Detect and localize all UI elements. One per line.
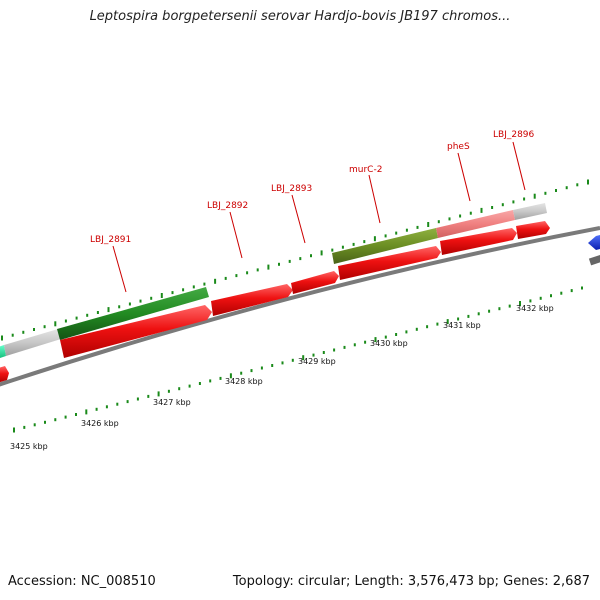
gene-label-LBJ_2891: LBJ_2891	[90, 235, 131, 245]
gene-label-LBJ_2892: LBJ_2892	[207, 201, 248, 211]
gene-bar-teal[interactable]	[0, 345, 6, 359]
scale-tick-track	[13, 286, 583, 433]
cds-arrow-LBJ_2893[interactable]	[291, 271, 339, 294]
scale-label-3426: 3426 kbp	[81, 419, 119, 428]
gene-label-LBJ_2896: LBJ_2896	[493, 130, 535, 140]
cds-arrow-LBJ_2891[interactable]	[60, 305, 212, 358]
scale-label-3431: 3431 kbp	[443, 321, 481, 330]
cds-arrow-0[interactable]	[0, 366, 9, 383]
chromosome-backbone	[0, 226, 600, 387]
topology-summary: Topology: circular; Length: 3,576,473 bp…	[232, 574, 590, 589]
accession-text: Accession: NC_008510	[8, 574, 156, 589]
outer-tick-track	[1, 179, 589, 341]
gene-bar-murC-2[interactable]	[332, 228, 438, 264]
cds-arrow-LBJ_2896[interactable]	[516, 221, 550, 239]
leader-line-pheS	[457, 152, 471, 202]
cds-arrow-LBJ_2892[interactable]	[211, 284, 293, 316]
leader-line-LBJ_2892	[229, 211, 243, 259]
scale-label-3429: 3429 kbp	[298, 357, 336, 366]
gene-label-murC-2: murC-2	[349, 165, 382, 175]
scale-label-3432: 3432 kbp	[516, 304, 554, 313]
gene-bar-LBJ_2896[interactable]	[513, 203, 547, 220]
backbone-segment	[588, 254, 600, 266]
gene-bar-pheS[interactable]	[436, 210, 515, 238]
cds-arrow-murC-2[interactable]	[338, 246, 441, 280]
scale-label-3428: 3428 kbp	[225, 377, 263, 386]
scale-label-3427: 3427 kbp	[153, 398, 191, 407]
leader-line-LBJ_2893	[291, 194, 306, 244]
scale-label-3430: 3430 kbp	[370, 339, 408, 348]
gene-label-pheS: pheS	[447, 142, 470, 152]
scale-label-3425: 3425 kbp	[10, 442, 48, 451]
gene-bar-grey[interactable]	[4, 329, 61, 356]
leader-line-LBJ_2891	[112, 245, 127, 293]
gene-bar-LBJ_2891[interactable]	[57, 287, 209, 340]
cds-arrow-pheS[interactable]	[440, 228, 517, 255]
map-title: Leptospira borgpetersenii serovar Hardjo…	[89, 9, 511, 24]
leader-line-LBJ_2896	[512, 141, 526, 191]
gene-label-LBJ_2893: LBJ_2893	[271, 184, 312, 194]
gene-bar-blue[interactable]	[588, 234, 600, 250]
leader-line-murC-2	[368, 174, 381, 224]
